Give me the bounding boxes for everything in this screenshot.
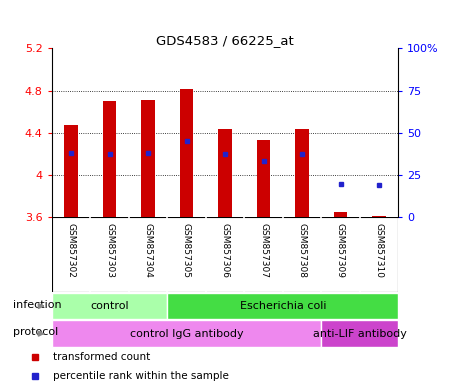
Text: GSM857308: GSM857308 [297,223,306,278]
Bar [167,293,398,319]
Bar [141,100,155,217]
Bar [103,101,116,217]
Bar [52,293,167,319]
Bar [372,216,386,217]
Text: transformed count: transformed count [53,352,150,362]
Bar [257,140,270,217]
Bar [321,320,398,347]
Bar [52,320,321,347]
Text: protocol: protocol [13,327,58,337]
Bar [218,129,232,217]
Text: GSM857307: GSM857307 [259,223,268,278]
Text: infection: infection [13,300,62,310]
Text: GSM857302: GSM857302 [67,223,76,278]
Text: GSM857304: GSM857304 [144,223,153,278]
Bar [64,126,78,217]
Text: GSM857305: GSM857305 [182,223,191,278]
Bar [334,212,347,217]
Text: GSM857303: GSM857303 [105,223,114,278]
Bar [295,129,309,217]
Text: GSM857306: GSM857306 [220,223,230,278]
Text: GSM857310: GSM857310 [374,223,383,278]
Bar [180,88,193,217]
Text: GSM857309: GSM857309 [336,223,345,278]
Text: control IgG antibody: control IgG antibody [130,329,243,339]
Text: control: control [90,301,129,311]
Title: GDS4583 / 66225_at: GDS4583 / 66225_at [156,34,294,47]
Text: anti-LIF antibody: anti-LIF antibody [313,329,407,339]
Text: percentile rank within the sample: percentile rank within the sample [53,371,229,381]
Text: Escherichia coli: Escherichia coli [239,301,326,311]
